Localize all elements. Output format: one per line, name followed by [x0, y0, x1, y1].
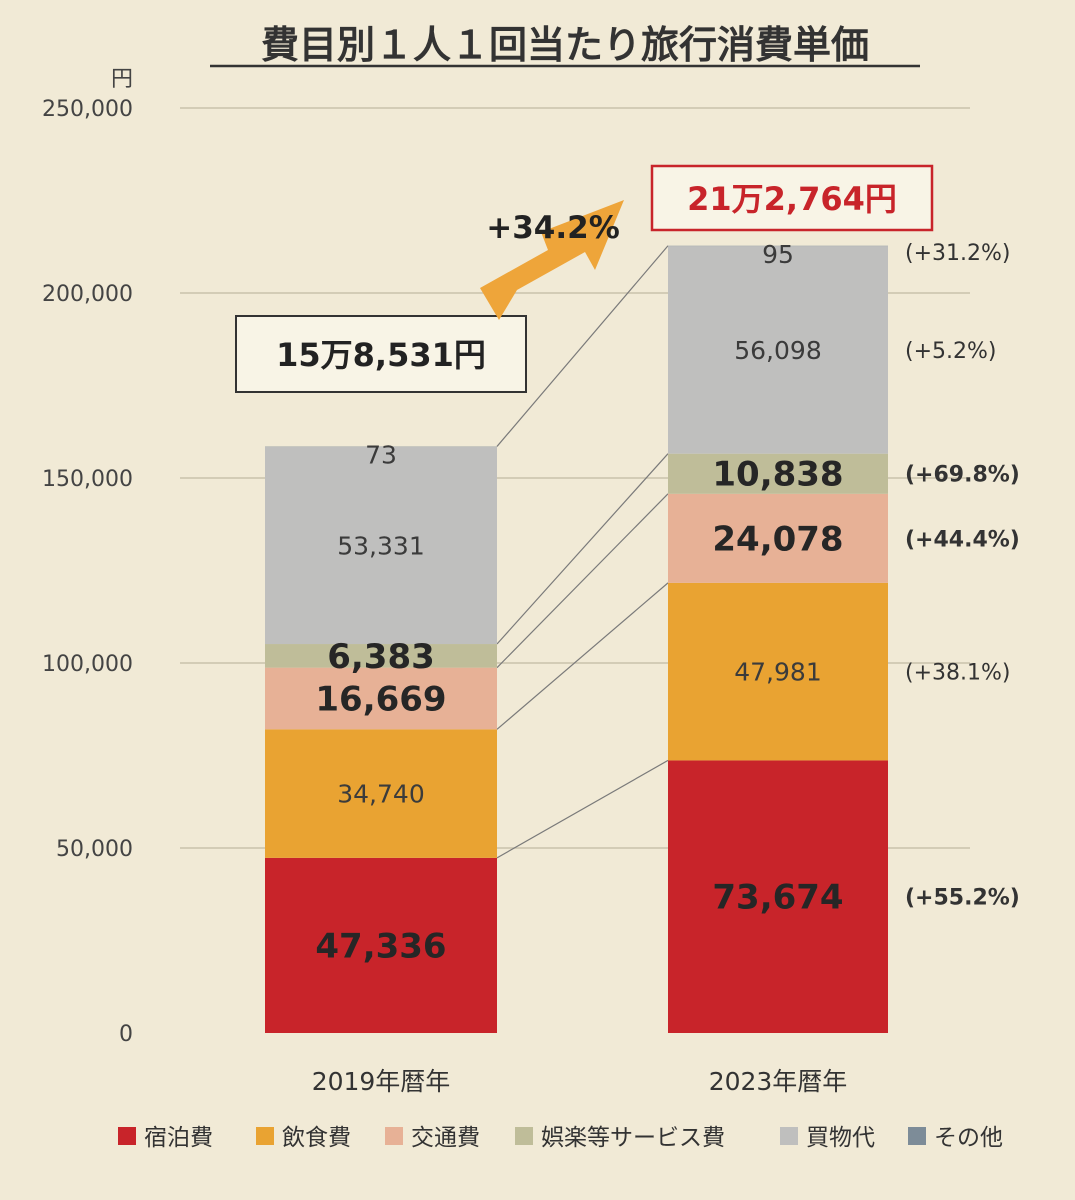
- data-label: 34,740: [337, 780, 424, 809]
- legend-swatch: [256, 1127, 274, 1145]
- y-tick-label: 250,000: [42, 97, 133, 122]
- percent-change-label: (+38.1%): [905, 661, 1011, 686]
- y-tick-label: 0: [119, 1022, 133, 1047]
- legend-label: 交通費: [411, 1125, 480, 1151]
- bar-segment: [668, 493, 888, 583]
- percent-change-label: (+5.2%): [905, 339, 997, 364]
- y-axis-unit: 円: [111, 67, 133, 92]
- data-label: 47,336: [315, 926, 446, 966]
- y-tick-label: 100,000: [42, 652, 133, 677]
- bar-segment: [265, 667, 497, 730]
- chart-title: 費目別１人１回当たり旅行消費単価: [261, 23, 869, 67]
- connector-line: [496, 245, 669, 447]
- legend-swatch: [515, 1127, 533, 1145]
- bar-segment: [265, 729, 497, 858]
- percent-change-label: (+31.2%): [905, 241, 1011, 266]
- data-label: 24,078: [712, 519, 843, 559]
- x-category-label: 2023年暦年: [709, 1067, 848, 1096]
- data-label: 73,674: [712, 878, 843, 918]
- data-label: 10,838: [712, 455, 843, 495]
- data-label: 16,669: [315, 679, 446, 719]
- total-box-2023: [650, 164, 934, 232]
- bar-segment: [265, 446, 497, 645]
- bar-segment: [668, 453, 888, 494]
- bar-segment: [265, 857, 497, 1033]
- bar-segment: [265, 644, 497, 668]
- growth-label: +34.2%: [486, 210, 620, 246]
- legend-label: 娯楽等サービス費: [541, 1125, 725, 1151]
- bar-segment: [668, 582, 888, 761]
- legend-swatch: [385, 1127, 403, 1145]
- data-label: 47,981: [734, 658, 821, 687]
- x-category-label: 2019年暦年: [312, 1067, 451, 1096]
- legend-label: その他: [934, 1125, 1003, 1151]
- percent-change-label: (+69.8%): [905, 463, 1020, 488]
- total-box-2019: [235, 315, 527, 393]
- legend-swatch: [908, 1127, 926, 1145]
- data-label: 6,383: [327, 637, 435, 677]
- connector-line: [496, 582, 669, 730]
- bar-segment: [668, 246, 888, 454]
- connector-line: [496, 759, 669, 859]
- y-tick-label: 50,000: [56, 837, 133, 862]
- connector-line: [496, 493, 669, 669]
- data-label: 53,331: [337, 531, 424, 560]
- data-label: 73: [365, 440, 397, 469]
- data-label: 56,098: [734, 336, 821, 365]
- growth-arrow-icon: [480, 200, 624, 320]
- y-tick-label: 200,000: [42, 282, 133, 307]
- percent-change-label: (+44.4%): [905, 527, 1020, 552]
- connector-line: [496, 453, 669, 645]
- total-label-2019: 15万8,531円: [276, 336, 486, 374]
- total-label-2023: 21万2,764円: [687, 180, 897, 218]
- legend-label: 飲食費: [282, 1125, 351, 1151]
- percent-change-label: (+55.2%): [905, 886, 1020, 911]
- y-tick-label: 150,000: [42, 467, 133, 492]
- legend-swatch: [780, 1127, 798, 1145]
- data-label: 95: [762, 240, 794, 269]
- legend-label: 宿泊費: [144, 1125, 213, 1151]
- legend-label: 買物代: [806, 1125, 875, 1151]
- legend-swatch: [118, 1127, 136, 1145]
- bar-segment: [668, 760, 888, 1033]
